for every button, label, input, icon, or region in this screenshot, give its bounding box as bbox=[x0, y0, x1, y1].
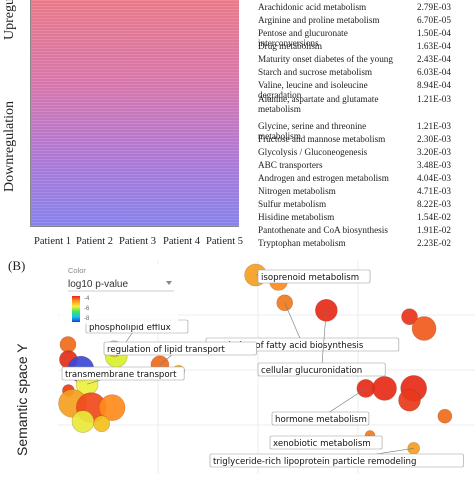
label-leader bbox=[321, 310, 327, 370]
pathway-pvalue: 2.23E-02 bbox=[417, 238, 451, 248]
heatmap-rows bbox=[31, 0, 239, 226]
bubble-point bbox=[276, 294, 294, 312]
point-label: isoprenoid metabolism bbox=[261, 273, 359, 283]
pathway-pvalue: 2.30E-03 bbox=[417, 134, 451, 144]
patient-label: Patient 3 bbox=[119, 236, 157, 247]
panel-b-label: (B) bbox=[8, 258, 26, 273]
pathway-pvalue: 1.54E-02 bbox=[417, 212, 451, 222]
pathway-pvalue: 2.43E-04 bbox=[417, 54, 451, 64]
patient-label: Patient 2 bbox=[76, 236, 114, 247]
pathway-name: Pentose and glucuronate interconversions bbox=[258, 28, 348, 48]
label-box bbox=[257, 362, 386, 377]
downregulation-label: Downregulation bbox=[2, 101, 17, 192]
pathway-name: Pantothenate and CoA biosynthesis bbox=[258, 225, 388, 235]
chevron-down-icon[interactable] bbox=[166, 281, 172, 285]
pathway-name: Glycolysis / Gluconeogenesis bbox=[258, 147, 368, 157]
pathway-pvalue: 4.04E-03 bbox=[417, 173, 451, 183]
pathway-name: Alanine, aspartate and glutamate metabol… bbox=[258, 94, 379, 114]
bubble-point bbox=[372, 376, 397, 401]
point-label: regulation of fatty acid biosynthesis bbox=[209, 341, 364, 351]
point-label: phospholipid efflux bbox=[89, 323, 171, 333]
pathway-name: Androgen and estrogen metabolism bbox=[258, 173, 389, 183]
y-axis-label: Semantic space Y bbox=[14, 343, 30, 456]
bubble-point bbox=[59, 336, 77, 353]
label-box bbox=[269, 435, 383, 450]
bubble-point bbox=[398, 388, 421, 412]
legend-tick-label: -4 bbox=[84, 296, 90, 302]
bubble-point bbox=[411, 316, 437, 341]
point-label: hormone metabolism bbox=[275, 415, 367, 425]
point-label: transmembrane transport bbox=[65, 370, 177, 380]
pathway-pvalue: 3.20E-03 bbox=[417, 147, 451, 157]
legend-tick-label: -8 bbox=[84, 316, 90, 322]
label-box bbox=[209, 453, 464, 468]
patient-label: Patient 1 bbox=[34, 236, 72, 247]
label-leader bbox=[284, 302, 303, 345]
point-label: regulation of lipid transport bbox=[107, 345, 226, 355]
point-label: cellular glucuronidation bbox=[261, 366, 362, 376]
pathway-pvalue: 1.91E-02 bbox=[417, 225, 451, 235]
legend-title: Color bbox=[68, 266, 86, 275]
expression-heatmap bbox=[30, 0, 239, 227]
legend-tick-label: -6 bbox=[84, 306, 90, 312]
pathway-name: ABC transporters bbox=[258, 160, 323, 170]
pathway-name: Arachidonic acid metabolism bbox=[258, 2, 367, 12]
label-box bbox=[103, 341, 257, 356]
pathway-pvalue: 1.63E-04 bbox=[417, 41, 451, 51]
pathway-pvalue: 8.22E-03 bbox=[417, 199, 451, 209]
pathway-pvalue: 4.71E-03 bbox=[417, 186, 451, 196]
pathway-pvalue: 1.50E-04 bbox=[417, 28, 451, 38]
pathway-pvalue: 3.48E-03 bbox=[417, 160, 451, 170]
pathway-name: Hisidine metabolism bbox=[258, 212, 335, 222]
label-box bbox=[61, 366, 185, 381]
color-scale-bar bbox=[72, 296, 80, 322]
point-label: triglyceride-rich lipoprotein particle r… bbox=[213, 457, 416, 467]
bubble-point bbox=[437, 408, 453, 424]
pathway-pvalue: 6.70E-05 bbox=[417, 15, 451, 25]
pathway-pvalue: 1.21E-03 bbox=[417, 121, 451, 131]
color-legend: Color log10 p-value -4 -6 -8 bbox=[60, 264, 178, 324]
pathway-name: Valine, leucine and isoleucine degradati… bbox=[258, 80, 368, 100]
label-box bbox=[271, 411, 370, 426]
bubble-point bbox=[401, 308, 418, 326]
bubble-point bbox=[71, 410, 95, 433]
pathway-name: Starch and sucrose metabolism bbox=[258, 67, 373, 77]
pathway-name: Drug metabolism bbox=[258, 41, 323, 51]
pathway-name: Glycine, serine and threonine metabolism bbox=[258, 121, 367, 141]
pathway-name: Nitrogen metabolism bbox=[258, 186, 336, 196]
pathway-name: Arginine and proline metabolism bbox=[258, 15, 380, 25]
pathway-pvalue: 6.03E-04 bbox=[417, 67, 451, 77]
pathway-pvalue: 8.94E-04 bbox=[417, 80, 451, 90]
pathway-name: Fructose and mannose metabolism bbox=[258, 134, 386, 144]
pathway-pvalue: 1.21E-03 bbox=[417, 94, 451, 104]
patient-label: Patient 5 bbox=[206, 236, 244, 247]
pathway-name: Maturity onset diabetes of the young bbox=[258, 54, 393, 64]
patient-label: Patient 4 bbox=[163, 236, 201, 247]
pathway-pvalue: 2.79E-03 bbox=[417, 2, 451, 12]
color-dropdown-value: log10 p-value bbox=[68, 279, 128, 290]
bubble-point bbox=[93, 415, 110, 433]
upregulation-label: Upregulation bbox=[2, 0, 17, 40]
bubble-point bbox=[98, 394, 126, 421]
label-box bbox=[257, 269, 371, 284]
pathway-name: Tryptophan metabolism bbox=[258, 238, 346, 248]
pathway-name: Sulfur metabolism bbox=[258, 199, 327, 209]
point-label: xenobiotic metabolism bbox=[273, 439, 371, 449]
